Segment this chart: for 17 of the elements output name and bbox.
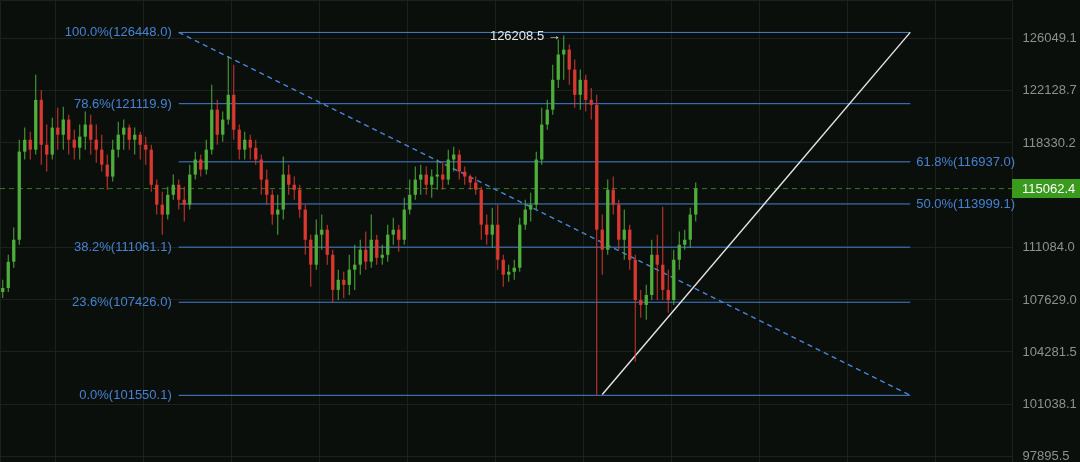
y-tick-label: 122128.7 [1022,82,1077,98]
y-tick-label: 126049.1 [1022,30,1077,46]
ref-line-label: 50.0%(113999.1) [916,195,1016,211]
ref-line-label: 23.6%(107426.0) [72,294,172,310]
y-tick-label: 107629.0 [1022,291,1077,307]
ref-line-label: 100.0%(126448.0) [64,24,172,40]
candlestick [276,194,280,235]
ref-line-label: 78.6%(121119.9) [73,95,172,111]
y-tick-label: 118330.2 [1022,134,1076,150]
ref-line-label: 0.0%(101550.1) [79,387,172,403]
ref-line-label: 61.8%(116937.0) [916,153,1016,169]
y-tick-label: 97895.5 [1022,448,1070,462]
ref-line-label: 38.2%(111061.1) [73,239,172,255]
y-tick-label: 111084.0 [1022,239,1075,255]
y-tick-label: 101038.1 [1022,396,1077,412]
ref-line-label: 115062.4 [1022,180,1076,196]
y-tick-label: 104281.5 [1022,343,1077,359]
